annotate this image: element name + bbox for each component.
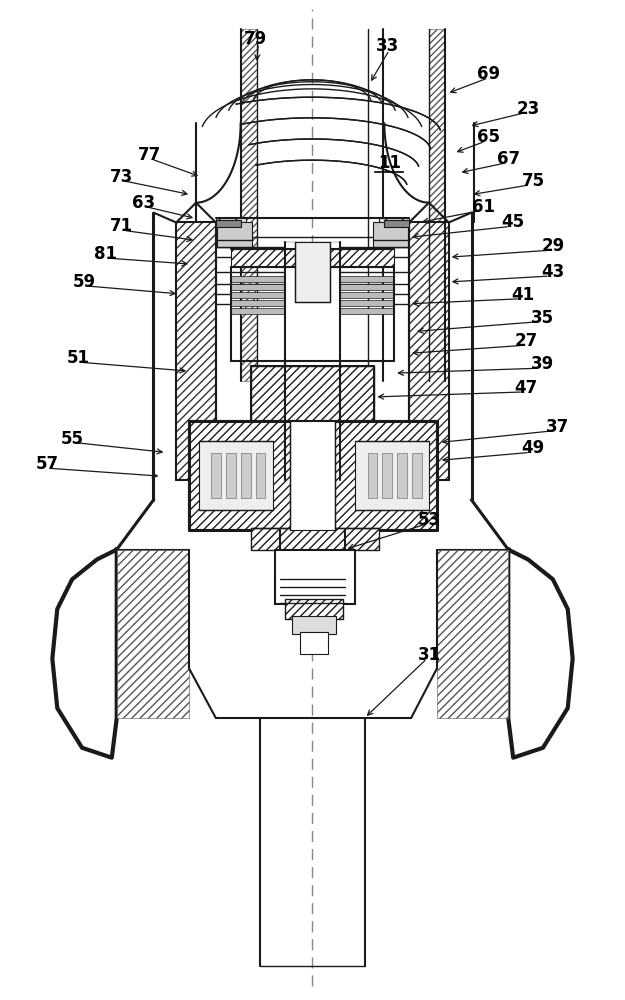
Bar — [379, 218, 409, 237]
Text: 55: 55 — [61, 430, 84, 448]
Bar — [340, 276, 394, 282]
Text: 65: 65 — [477, 128, 500, 146]
Bar — [295, 242, 330, 302]
Bar — [354, 441, 429, 510]
Bar — [429, 29, 445, 381]
Text: 53: 53 — [418, 511, 441, 529]
Bar — [374, 222, 408, 247]
Text: 49: 49 — [521, 439, 544, 457]
Bar — [382, 453, 392, 498]
Bar — [216, 218, 246, 237]
Bar — [412, 453, 422, 498]
Bar — [176, 222, 216, 480]
Text: 39: 39 — [531, 355, 554, 373]
Bar — [280, 386, 344, 393]
Bar — [398, 453, 407, 498]
Bar — [241, 453, 251, 498]
Text: 59: 59 — [72, 273, 96, 291]
Text: 29: 29 — [541, 237, 564, 255]
Bar — [300, 632, 328, 654]
Text: 43: 43 — [541, 263, 564, 281]
Text: 71: 71 — [110, 217, 133, 235]
Bar — [231, 300, 285, 306]
Text: 27: 27 — [514, 332, 538, 350]
Text: 79: 79 — [244, 30, 267, 48]
Bar — [231, 276, 285, 282]
Bar — [231, 308, 285, 314]
Bar — [384, 220, 409, 227]
Text: 57: 57 — [36, 455, 59, 473]
Text: 75: 75 — [521, 172, 544, 190]
Text: 73: 73 — [110, 168, 133, 186]
Text: 61: 61 — [472, 198, 495, 216]
Text: 51: 51 — [67, 349, 89, 367]
Bar — [117, 550, 189, 718]
Bar — [199, 441, 273, 510]
Text: 69: 69 — [477, 65, 500, 83]
Bar — [437, 550, 508, 718]
Text: 45: 45 — [502, 213, 525, 231]
Text: 33: 33 — [376, 37, 399, 55]
Bar — [285, 242, 340, 480]
Bar — [276, 550, 354, 604]
Text: 63: 63 — [132, 194, 155, 212]
Bar — [409, 222, 449, 480]
Bar — [211, 453, 221, 498]
Bar — [216, 220, 241, 227]
Bar — [231, 249, 394, 267]
Bar — [280, 395, 344, 403]
Bar — [231, 284, 285, 290]
Text: 67: 67 — [497, 150, 520, 168]
Bar — [340, 284, 394, 290]
Bar — [368, 453, 378, 498]
Text: 11: 11 — [378, 154, 401, 172]
Bar — [280, 413, 344, 421]
Bar — [292, 616, 336, 634]
Text: 47: 47 — [514, 379, 538, 397]
Bar — [251, 366, 374, 421]
Text: 41: 41 — [511, 286, 534, 304]
Bar — [280, 377, 344, 384]
Bar — [226, 453, 236, 498]
Bar — [231, 292, 285, 298]
Bar — [340, 300, 394, 306]
Bar — [189, 421, 437, 530]
Bar — [251, 528, 379, 550]
Text: 77: 77 — [138, 146, 161, 164]
Bar — [280, 367, 344, 375]
Bar — [290, 421, 335, 530]
Text: 81: 81 — [94, 245, 118, 263]
Bar — [340, 292, 394, 298]
Text: 37: 37 — [546, 418, 569, 436]
Bar — [241, 29, 256, 381]
Bar — [256, 453, 266, 498]
Text: 23: 23 — [516, 100, 540, 118]
Bar — [217, 222, 251, 247]
Bar — [285, 599, 342, 619]
Bar — [280, 404, 344, 412]
Bar — [340, 308, 394, 314]
Text: 35: 35 — [531, 309, 554, 327]
Text: 31: 31 — [418, 646, 441, 664]
